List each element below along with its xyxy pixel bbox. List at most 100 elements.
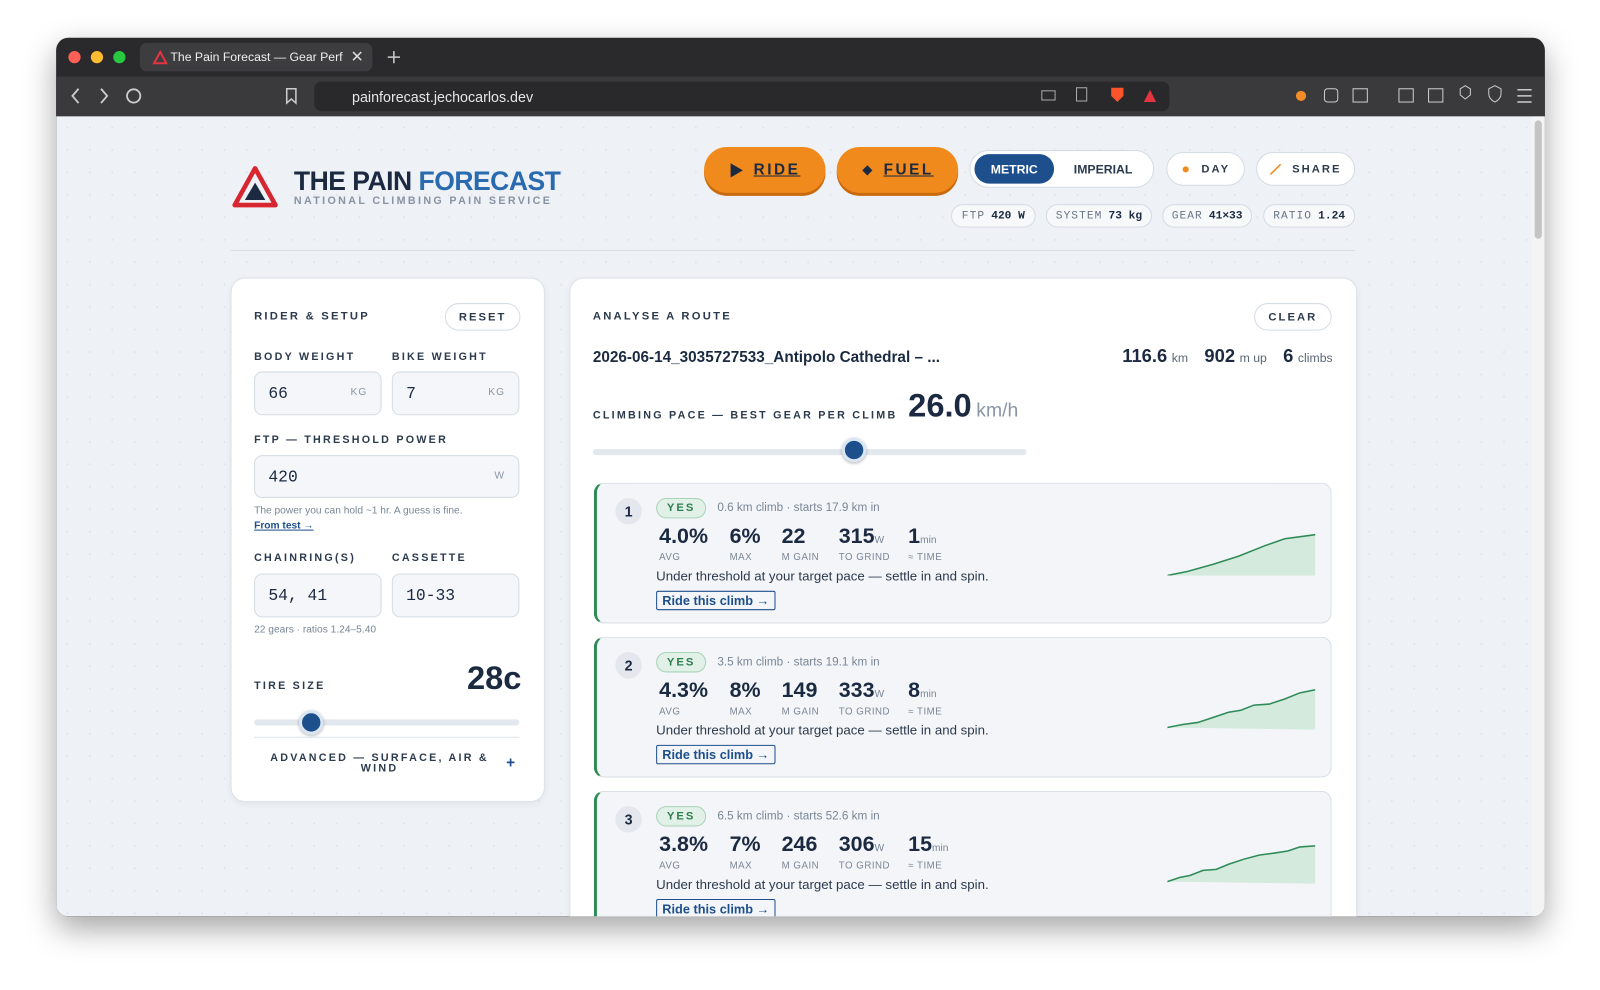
- stat-line: 315W: [839, 524, 890, 548]
- url[interactable]: painforecast.jechocarlos.dev: [352, 88, 534, 106]
- stat-line: 1min: [908, 524, 942, 548]
- chip-value: 420 W: [991, 209, 1025, 222]
- hint: The power you can hold ~1 hr. A guess is…: [254, 505, 463, 517]
- day-button[interactable]: DAY: [1166, 152, 1245, 186]
- status-chip: SYSTEM 73 kg: [1045, 204, 1153, 228]
- stat-value: 149: [781, 678, 818, 703]
- stat-value: 7%: [729, 832, 761, 857]
- stat-label: M GAIN: [781, 706, 820, 718]
- stat-unit: min: [920, 534, 937, 546]
- chip-value: 73 kg: [1108, 209, 1143, 222]
- climb-meta: 3.5 km climb · starts 19.1 km in: [717, 656, 880, 669]
- verdict: YES: [656, 806, 707, 827]
- chainring-input[interactable]: 54, 41: [254, 573, 382, 618]
- share-button[interactable]: SHARE: [1256, 152, 1356, 186]
- climb-stat: 4.3% AVG: [659, 679, 708, 720]
- climb-stat: 149 M GAIN: [782, 679, 820, 720]
- advanced-plus[interactable]: +: [506, 754, 516, 772]
- stat-line: M GAIN: [782, 701, 820, 719]
- input-value: 7: [406, 384, 416, 404]
- route-file: 2026-06-14_3035727533_Antipolo Cathedral…: [592, 348, 940, 367]
- route-stats: 116.6 km 902 m up 6 climbs: [1122, 346, 1332, 367]
- stat-line: ≈ TIME: [908, 547, 942, 565]
- stat-value: 246: [781, 832, 818, 857]
- climb-stat: 6% MAX: [730, 524, 761, 565]
- ride-climb-link[interactable]: Ride this climb →: [656, 898, 776, 917]
- climb-profile: [1167, 845, 1316, 884]
- climb-card: 3 YES 6.5 km climb · starts 52.6 km in 3.8%…: [593, 790, 1332, 917]
- tab-title[interactable]: The Pain Forecast — Gear Perf: [170, 49, 343, 65]
- stat-line: TO GRIND: [839, 855, 890, 873]
- stat-value: 902: [1204, 345, 1236, 367]
- stat-line: ≈ TIME: [908, 855, 948, 873]
- status-chip: FTP 420 W: [951, 204, 1036, 228]
- stat-label: MAX: [729, 552, 753, 564]
- stat-label: ≈ TIME: [908, 860, 943, 872]
- stat-unit: W: [874, 688, 885, 700]
- ride-climb-link[interactable]: Ride this climb →: [656, 744, 776, 765]
- stat-label: ≈ TIME: [908, 706, 943, 718]
- pace-unit: km/h: [976, 399, 1019, 422]
- field-label: TIRE SIZE: [254, 679, 326, 692]
- unit-metric[interactable]: METRIC: [974, 154, 1055, 184]
- stat-value: 306: [838, 832, 875, 857]
- stat-label: AVG: [659, 860, 681, 872]
- fuel-button[interactable]: FUEL: [836, 146, 959, 193]
- logo: [232, 166, 278, 208]
- field-label: BODY WEIGHT: [254, 351, 356, 364]
- clear-button[interactable]: CLEAR: [1254, 303, 1332, 331]
- climb-stat: 306W TO GRIND: [839, 833, 890, 874]
- stat-line: TO GRIND: [839, 547, 890, 565]
- stat-line: AVG: [659, 701, 708, 719]
- reset-button[interactable]: RESET: [444, 303, 521, 331]
- brand-2: FORECAST: [418, 165, 561, 196]
- stat-label: TO GRIND: [838, 706, 891, 718]
- input-value: 66: [268, 384, 288, 404]
- stat-value: 116.6: [1122, 345, 1168, 367]
- pace: 26.0 km/h: [908, 387, 1018, 425]
- stat-value: 15: [908, 832, 932, 857]
- stat-value: 6%: [729, 524, 761, 548]
- cassette-input[interactable]: 10-33: [391, 573, 520, 618]
- climb-stat: 4.0% AVG: [659, 524, 708, 565]
- stat-value: 8%: [729, 678, 761, 703]
- stat-line: 333W: [839, 679, 890, 703]
- page-content: THE PAIN FORECAST NATIONAL CLIMBING PAIN…: [56, 116, 1545, 917]
- stat-value: 4.0%: [659, 524, 709, 548]
- stat-line: 4.3%: [659, 679, 708, 703]
- stat-line: TO GRIND: [839, 701, 890, 719]
- ftp-input[interactable]: 420 W: [254, 455, 520, 498]
- stat-line: MAX: [730, 701, 761, 719]
- slider-track[interactable]: [592, 448, 1027, 456]
- input-unit: W: [494, 470, 506, 482]
- stat-value: 4.3%: [659, 678, 709, 703]
- scrollbar[interactable]: [1534, 120, 1542, 239]
- climb-stat: 1min ≈ TIME: [908, 524, 942, 565]
- brand: THE PAIN FORECAST: [294, 165, 561, 197]
- stat-label: MAX: [729, 860, 753, 872]
- stat-line: MAX: [730, 855, 761, 873]
- advanced-toggle[interactable]: ADVANCED — SURFACE, AIR & WIND: [270, 752, 489, 775]
- slider-knob[interactable]: [841, 437, 867, 463]
- slider-knob[interactable]: [298, 710, 324, 735]
- from-test-link[interactable]: From test →: [254, 520, 314, 532]
- stat-line: 15min: [908, 833, 948, 857]
- stat-value: 22: [781, 524, 806, 548]
- chip-value: 1.24: [1318, 209, 1346, 222]
- chip-value: 41×33: [1208, 209, 1243, 222]
- bike-weight-input[interactable]: 7 KG: [391, 371, 520, 416]
- unit-imperial[interactable]: IMPERIAL: [1073, 161, 1133, 177]
- chip-key: RATIO: [1273, 209, 1313, 222]
- stat-label: TO GRIND: [838, 552, 891, 564]
- input-unit: KG: [350, 386, 368, 398]
- climb-stat: 3.8% AVG: [659, 833, 708, 874]
- climb-message: Under threshold at your target pace — se…: [656, 568, 989, 584]
- slider-track[interactable]: [254, 719, 520, 726]
- ride-climb-link[interactable]: Ride this climb →: [656, 590, 776, 611]
- climb-stat: 315W TO GRIND: [839, 524, 890, 565]
- ride-button[interactable]: RIDE: [704, 146, 826, 193]
- climb-profile: [1167, 533, 1316, 576]
- body-weight-input[interactable]: 66 KG: [254, 371, 382, 416]
- pace-label: CLIMBING PACE — BEST GEAR PER CLIMB: [592, 409, 898, 422]
